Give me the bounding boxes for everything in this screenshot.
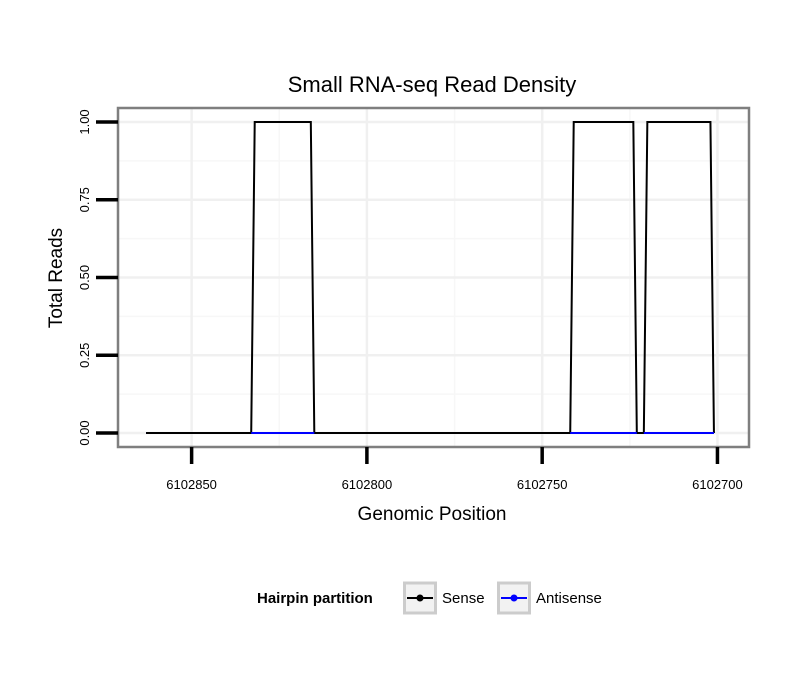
legend-label-antisense: Antisense [536, 590, 602, 607]
x-tick-label: 6102800 [342, 477, 393, 492]
x-tick-label: 6102850 [166, 477, 217, 492]
x-axis-title: Genomic Position [358, 504, 507, 525]
x-tick-label: 6102700 [692, 477, 743, 492]
legend: Hairpin partition Sense Antisense [257, 581, 602, 615]
legend-key-point-sense [416, 594, 424, 602]
y-tick-label: 0.50 [77, 265, 92, 290]
y-tick-label: 1.00 [77, 109, 92, 134]
y-tick-label: 0.25 [77, 343, 92, 368]
y-tick-label: 0.75 [77, 187, 92, 212]
legend-label-sense: Sense [442, 590, 485, 607]
chart-title: Small RNA-seq Read Density [288, 72, 577, 97]
x-axis: 6102850 6102800 6102750 6102700 [166, 447, 743, 492]
series-line-sense [146, 121, 715, 434]
y-axis-title: Total Reads [46, 228, 67, 328]
series-layer [146, 121, 715, 435]
y-axis: 0.00 0.25 0.50 0.75 1.00 [77, 109, 118, 446]
legend-title: Hairpin partition [257, 590, 373, 607]
y-tick-label: 0.00 [77, 420, 92, 445]
legend-key-point-antisense [510, 594, 518, 602]
x-tick-label: 6102750 [517, 477, 568, 492]
